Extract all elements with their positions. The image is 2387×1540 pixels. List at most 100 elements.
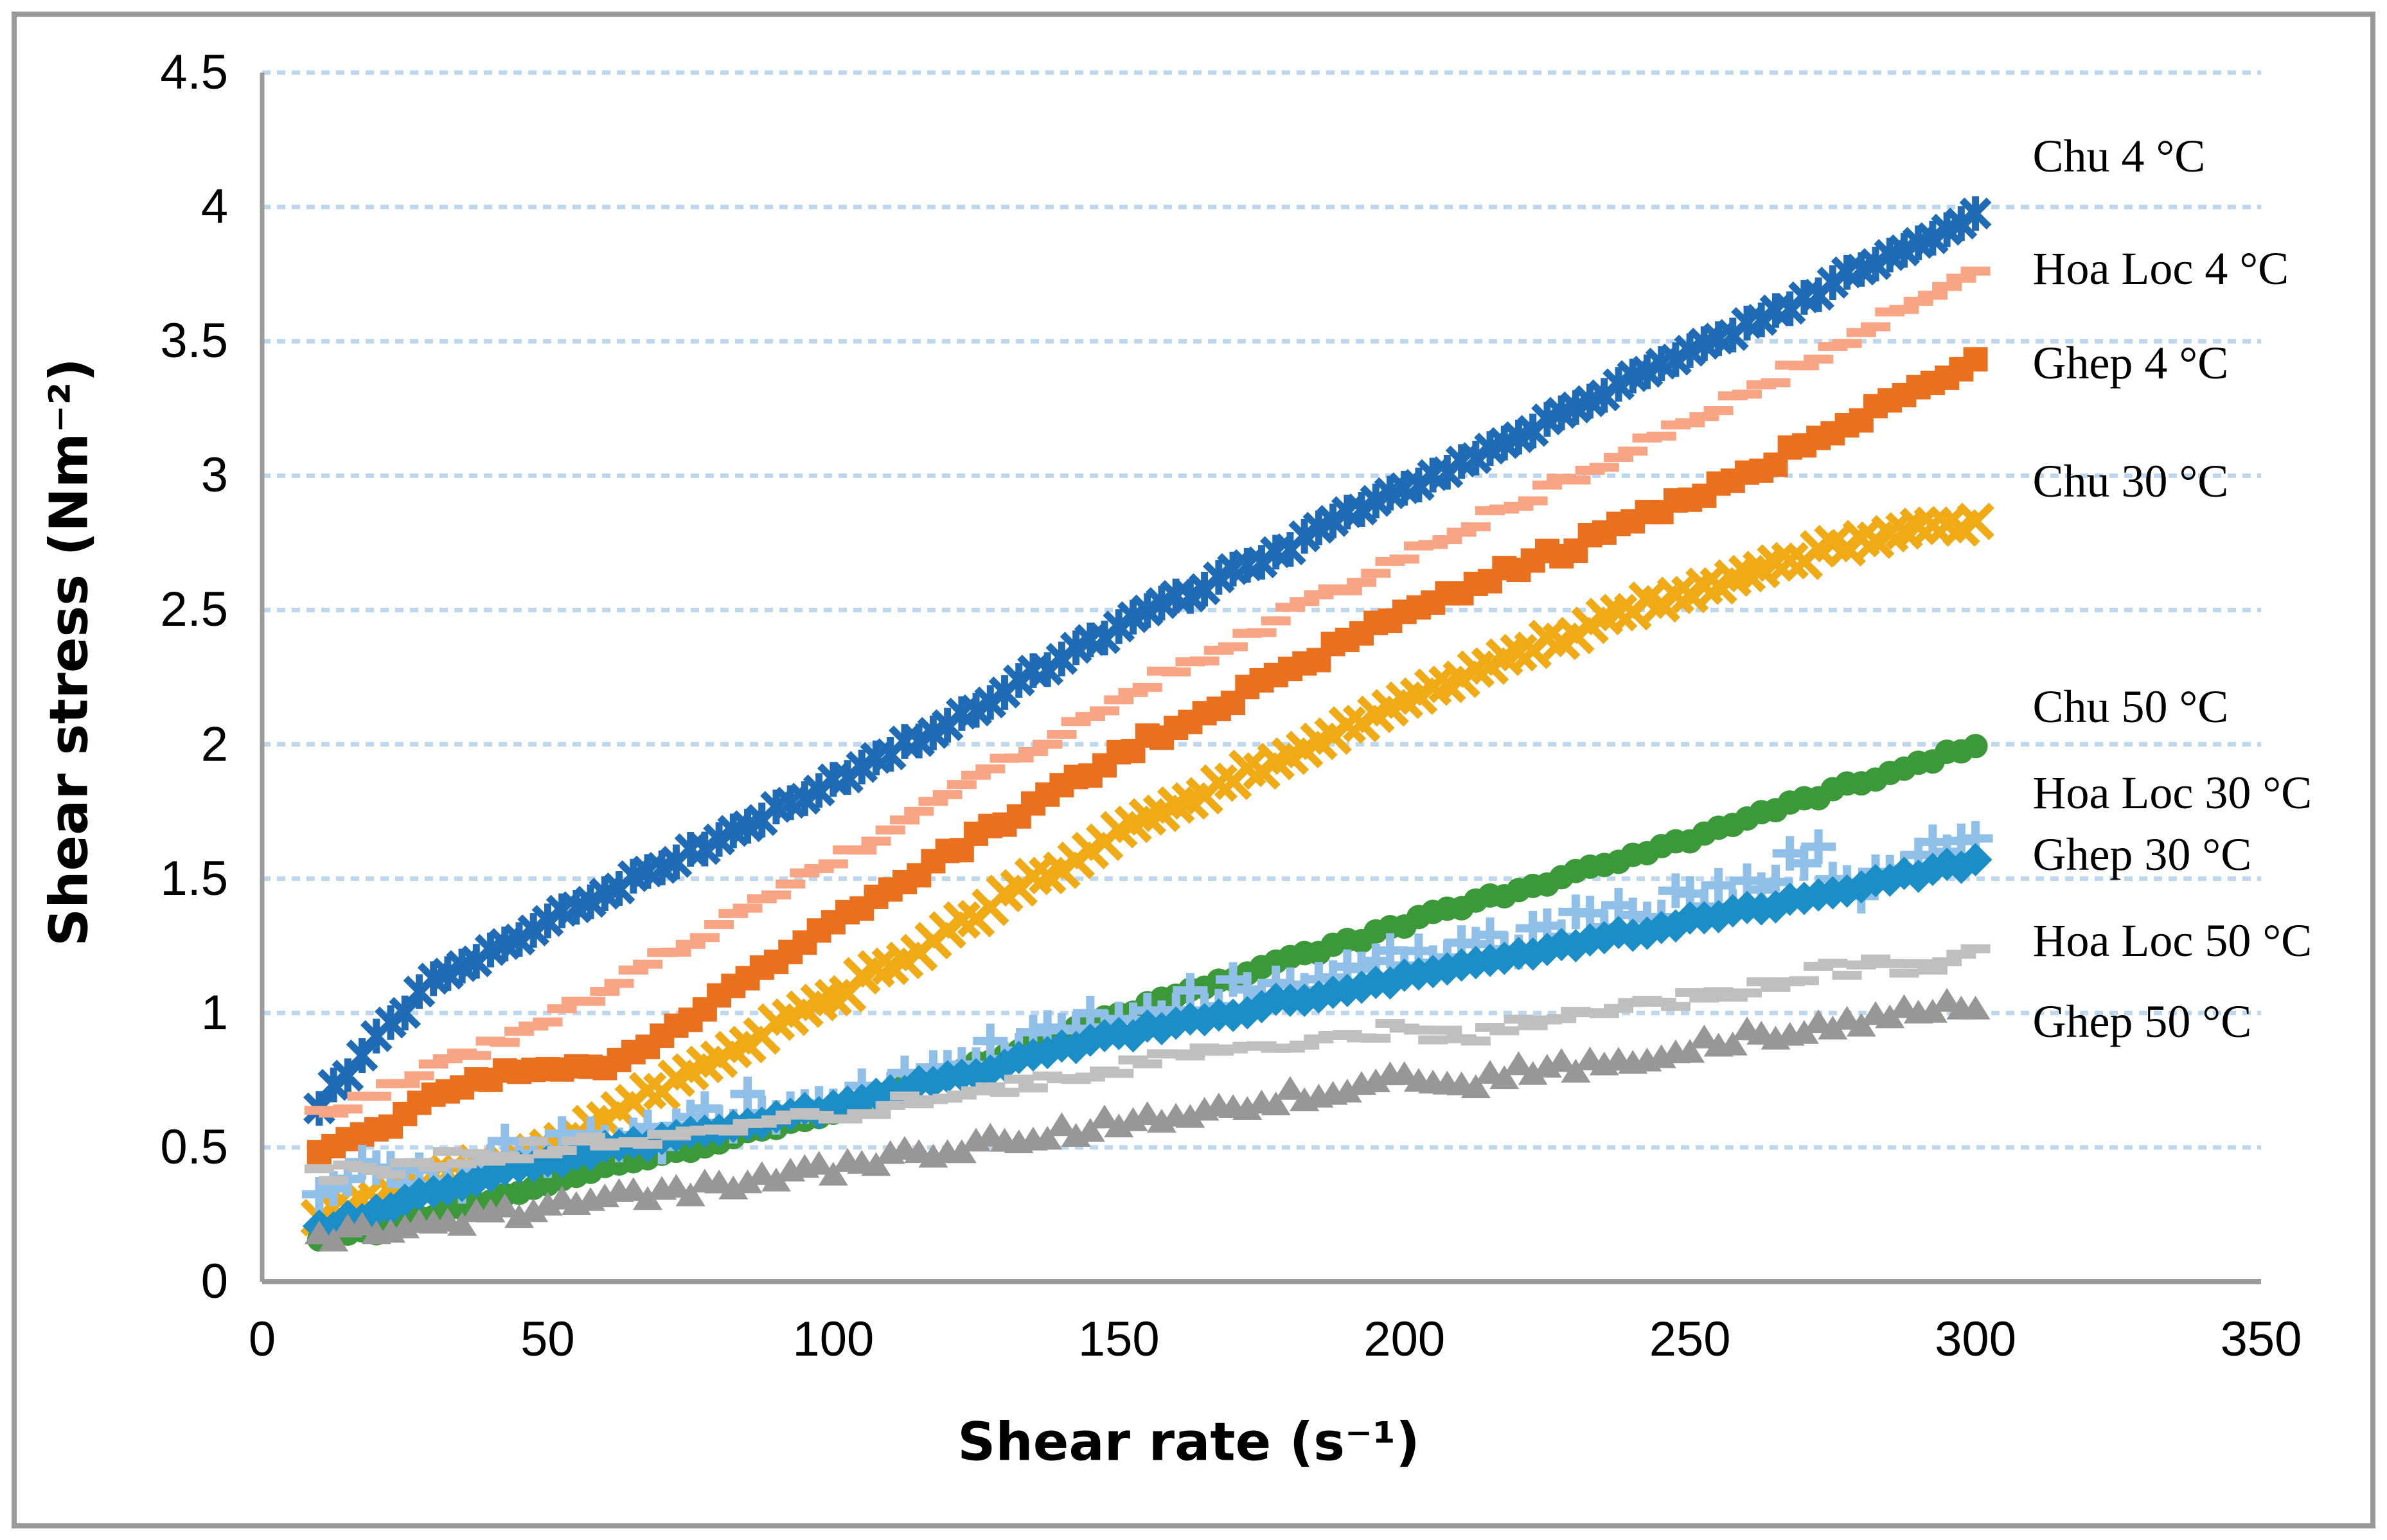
series-marker (447, 1212, 477, 1236)
series-marker (317, 1067, 350, 1102)
series-marker (1789, 976, 1819, 986)
series-marker (1432, 1025, 1462, 1035)
series-marker (1489, 1065, 1520, 1090)
series-marker (418, 1162, 448, 1172)
series-marker (1290, 597, 1320, 606)
series-marker (1818, 959, 1848, 968)
series-marker (1963, 347, 1988, 372)
series-marker (1959, 196, 1992, 231)
series-marker (1889, 305, 1919, 314)
series-marker (732, 1169, 763, 1194)
series-marker (1917, 290, 1948, 300)
series-marker (547, 1146, 577, 1155)
series-marker (1132, 1059, 1162, 1068)
series-marker (1832, 970, 1862, 980)
series-marker (447, 1159, 477, 1169)
series-marker (404, 1071, 434, 1081)
axis-lines (260, 73, 2261, 1284)
series-marker (333, 1104, 363, 1114)
series-marker (1389, 554, 1419, 564)
series-marker (461, 1050, 492, 1060)
series-marker (304, 1164, 334, 1174)
series-marker (661, 948, 691, 957)
series-marker (1018, 747, 1048, 756)
series-marker (1889, 968, 1919, 978)
series-marker (1104, 1113, 1134, 1138)
series-marker (975, 764, 1006, 774)
series-marker (1347, 578, 1377, 587)
series-marker (1618, 447, 1648, 456)
series-marker (1861, 322, 1891, 332)
series-marker (861, 836, 891, 846)
series-marker (1460, 1036, 1491, 1046)
series-marker (1932, 957, 1962, 967)
series-marker (1547, 1048, 1577, 1072)
series-marker (461, 1149, 492, 1158)
series-marker (1899, 508, 1937, 545)
series-marker (1875, 959, 1905, 968)
series-marker (1018, 1083, 1048, 1093)
series-marker (704, 919, 734, 929)
series-marker (1675, 1039, 1705, 1063)
series-marker (504, 1154, 534, 1164)
series-marker (1261, 616, 1291, 626)
series-marker (1047, 729, 1077, 739)
series-marker (618, 1177, 648, 1201)
series-marker (1175, 1051, 1205, 1061)
series-marker (1014, 857, 1052, 896)
series-marker (730, 1076, 765, 1111)
series-marker (1403, 1025, 1433, 1035)
series-marker (689, 933, 720, 943)
series-marker (861, 1152, 891, 1176)
series-marker (1361, 569, 1391, 578)
series-marker (1504, 1051, 1534, 1075)
series-marker (932, 790, 963, 799)
series-marker (533, 1017, 563, 1027)
series-marker (804, 1151, 834, 1175)
series-marker (989, 1088, 1020, 1097)
series-chu_4-markers (303, 196, 1992, 1126)
series-marker (1175, 1104, 1205, 1128)
series-marker (1801, 829, 1836, 864)
series-marker (490, 1193, 520, 1217)
series-marker (904, 806, 934, 816)
series-marker (1104, 695, 1134, 705)
series-marker (1518, 496, 1548, 506)
series-marker (490, 1038, 520, 1047)
series-marker (1917, 965, 1948, 975)
series-marker (1732, 988, 1762, 998)
series-marker (846, 749, 878, 784)
series-marker (661, 1174, 691, 1198)
series-marker (1161, 667, 1191, 677)
series-marker (1804, 354, 1834, 364)
series-marker (889, 815, 919, 825)
series-marker (1917, 998, 1948, 1023)
series-marker (503, 922, 535, 957)
series-marker (1875, 1004, 1905, 1029)
series-marker (533, 1191, 563, 1216)
series-marker (390, 1079, 420, 1088)
series-marker (1589, 463, 1619, 472)
series-marker (1689, 1024, 1719, 1049)
series-marker (632, 1140, 662, 1149)
series-marker (1004, 1074, 1034, 1084)
series-marker (718, 1175, 749, 1199)
series-marker (1033, 1126, 1063, 1150)
series-marker (1033, 739, 1063, 749)
series-marker (1275, 1075, 1305, 1100)
series-marker (1960, 995, 1991, 1020)
series-marker (1047, 1112, 1077, 1137)
series-marker (1173, 973, 1208, 1008)
series-marker (1489, 1026, 1520, 1036)
series-marker (1703, 406, 1734, 416)
series-marker (761, 890, 791, 900)
series-marker (304, 1220, 334, 1244)
series-marker (1859, 246, 1892, 281)
series-marker (1963, 734, 1988, 759)
series-marker (1832, 339, 1862, 348)
series-marker (1090, 1104, 1120, 1129)
series-marker (1132, 1101, 1162, 1126)
series-marker (1460, 522, 1491, 531)
